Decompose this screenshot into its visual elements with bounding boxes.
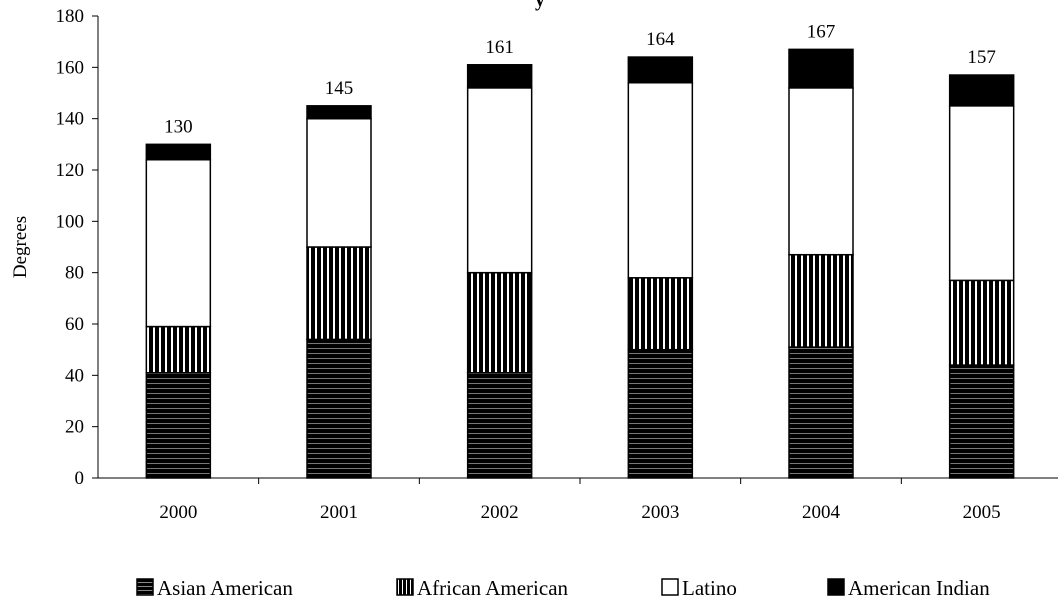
- bar-segment-african-american: [627, 277, 694, 351]
- y-tick-label: 180: [56, 6, 85, 27]
- x-tick-label: 2001: [320, 502, 358, 523]
- bar-total-label: 167: [807, 21, 836, 42]
- bar-segment-asian-american: [145, 372, 212, 479]
- bar-segment-american-indian: [145, 143, 212, 161]
- plot-area: 0 20 40 60 80 100 120 140 160 180 130 2000 145 2001 16…: [56, 6, 1058, 523]
- y-tick-label: 160: [56, 57, 85, 78]
- legend-label: African American: [417, 576, 569, 600]
- legend-swatch: [136, 578, 154, 596]
- bar-segment-asian-american: [466, 372, 533, 479]
- y-tick-label: 0: [75, 468, 85, 489]
- x-tick-label: 2000: [159, 502, 197, 523]
- bar-segment-asian-american: [627, 348, 694, 479]
- legend-item: Latino: [661, 576, 737, 600]
- bar-segment-asian-american: [306, 338, 372, 479]
- bar-segment-american-indian: [627, 56, 694, 84]
- bar-segment-african-american: [948, 279, 1015, 366]
- bar-total-label: 161: [485, 37, 514, 58]
- legend-swatch: [827, 578, 845, 596]
- bar-segment-asian-american: [788, 346, 854, 479]
- bar-total-label: 157: [967, 47, 996, 68]
- bar-segment-african-american: [788, 253, 854, 348]
- y-tick-label: 40: [65, 365, 84, 386]
- bar-segment-african-american: [466, 271, 533, 374]
- legend-label: Latino: [682, 576, 737, 600]
- y-tick-label: 140: [56, 109, 85, 130]
- bar-segment-latino: [306, 117, 372, 248]
- y-axis-title: Degrees: [10, 216, 31, 278]
- legend: Asian American African American Latino Amer…: [136, 576, 990, 600]
- x-tick-label: 2002: [481, 502, 519, 523]
- bar-segment-american-indian: [466, 64, 533, 89]
- x-tick-label: 2003: [641, 502, 679, 523]
- y-tick-label: 100: [56, 211, 85, 232]
- x-tick-label: 2005: [963, 502, 1001, 523]
- bar-total-label: 164: [646, 29, 675, 50]
- legend-swatch: [396, 578, 414, 596]
- bar-segment-asian-american: [948, 364, 1015, 479]
- bar-segment-latino: [788, 87, 854, 256]
- bar-segment-latino: [627, 81, 694, 279]
- y-tick-label: 20: [65, 417, 84, 438]
- y-tick-label: 120: [56, 160, 85, 181]
- bar-segment-american-indian: [948, 74, 1015, 107]
- bar-total-label: 145: [325, 78, 354, 99]
- bar-segment-african-american: [306, 246, 372, 341]
- x-tick-label: 2004: [802, 502, 841, 523]
- legend-item: African American: [396, 576, 569, 600]
- legend-label: Asian American: [157, 576, 293, 600]
- legend-swatch: [661, 578, 679, 596]
- legend-item: Asian American: [136, 576, 293, 600]
- legend-label: American Indian: [848, 576, 990, 600]
- bar-segment-american-indian: [788, 48, 854, 89]
- bar-total-label: 130: [164, 116, 193, 137]
- chart-title: y: [535, 0, 545, 11]
- bar-segment-american-indian: [306, 105, 372, 120]
- bar-segment-african-american: [145, 325, 212, 374]
- y-tick-label: 60: [65, 314, 84, 335]
- y-tick-label: 80: [65, 263, 84, 284]
- bar-segment-latino: [466, 87, 533, 274]
- bar-segment-latino: [145, 158, 212, 328]
- bar-segment-latino: [948, 105, 1015, 282]
- legend-item: American Indian: [827, 576, 990, 600]
